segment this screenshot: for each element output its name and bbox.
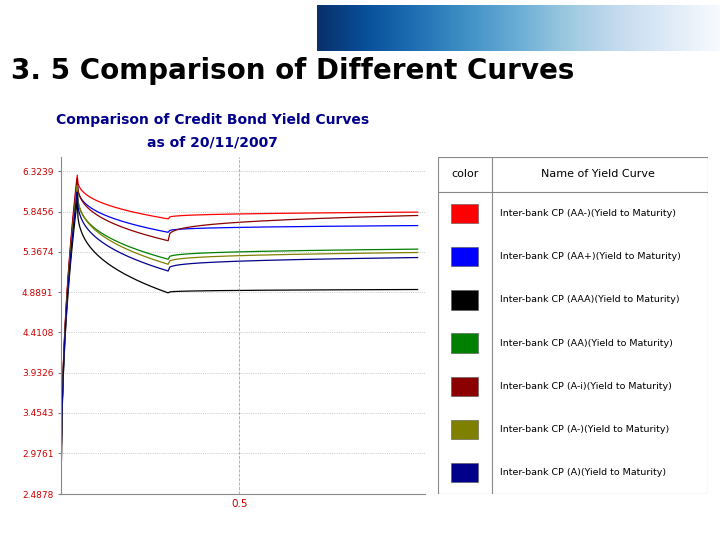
Bar — [451, 463, 478, 482]
Text: Inter-bank CP (A-)(Yield to Maturity): Inter-bank CP (A-)(Yield to Maturity) — [500, 425, 669, 434]
Text: Inter-bank CP (A-i)(Yield to Maturity): Inter-bank CP (A-i)(Yield to Maturity) — [500, 382, 672, 391]
Text: color: color — [451, 170, 479, 179]
Text: Inter-bank CP (AA+)(Yield to Maturity): Inter-bank CP (AA+)(Yield to Maturity) — [500, 252, 680, 261]
Text: Inter-bank CP (AAA)(Yield to Maturity): Inter-bank CP (AAA)(Yield to Maturity) — [500, 295, 680, 305]
Text: Inter-bank CP (A)(Yield to Maturity): Inter-bank CP (A)(Yield to Maturity) — [500, 468, 666, 477]
Bar — [451, 204, 478, 224]
Bar — [451, 247, 478, 266]
Text: 3. 5 Comparison of Different Curves: 3. 5 Comparison of Different Curves — [11, 57, 574, 85]
Bar — [451, 290, 478, 309]
Text: Name of Yield Curve: Name of Yield Curve — [541, 170, 655, 179]
Bar — [451, 420, 478, 439]
Text: Comparison of Credit Bond Yield Curves: Comparison of Credit Bond Yield Curves — [56, 113, 369, 127]
Bar — [451, 333, 478, 353]
Bar — [451, 376, 478, 396]
Text: Inter-bank CP (AA)(Yield to Maturity): Inter-bank CP (AA)(Yield to Maturity) — [500, 339, 672, 348]
Text: as of 20/11/2007: as of 20/11/2007 — [147, 135, 278, 149]
Text: Inter-bank CP (AA-)(Yield to Maturity): Inter-bank CP (AA-)(Yield to Maturity) — [500, 209, 676, 218]
